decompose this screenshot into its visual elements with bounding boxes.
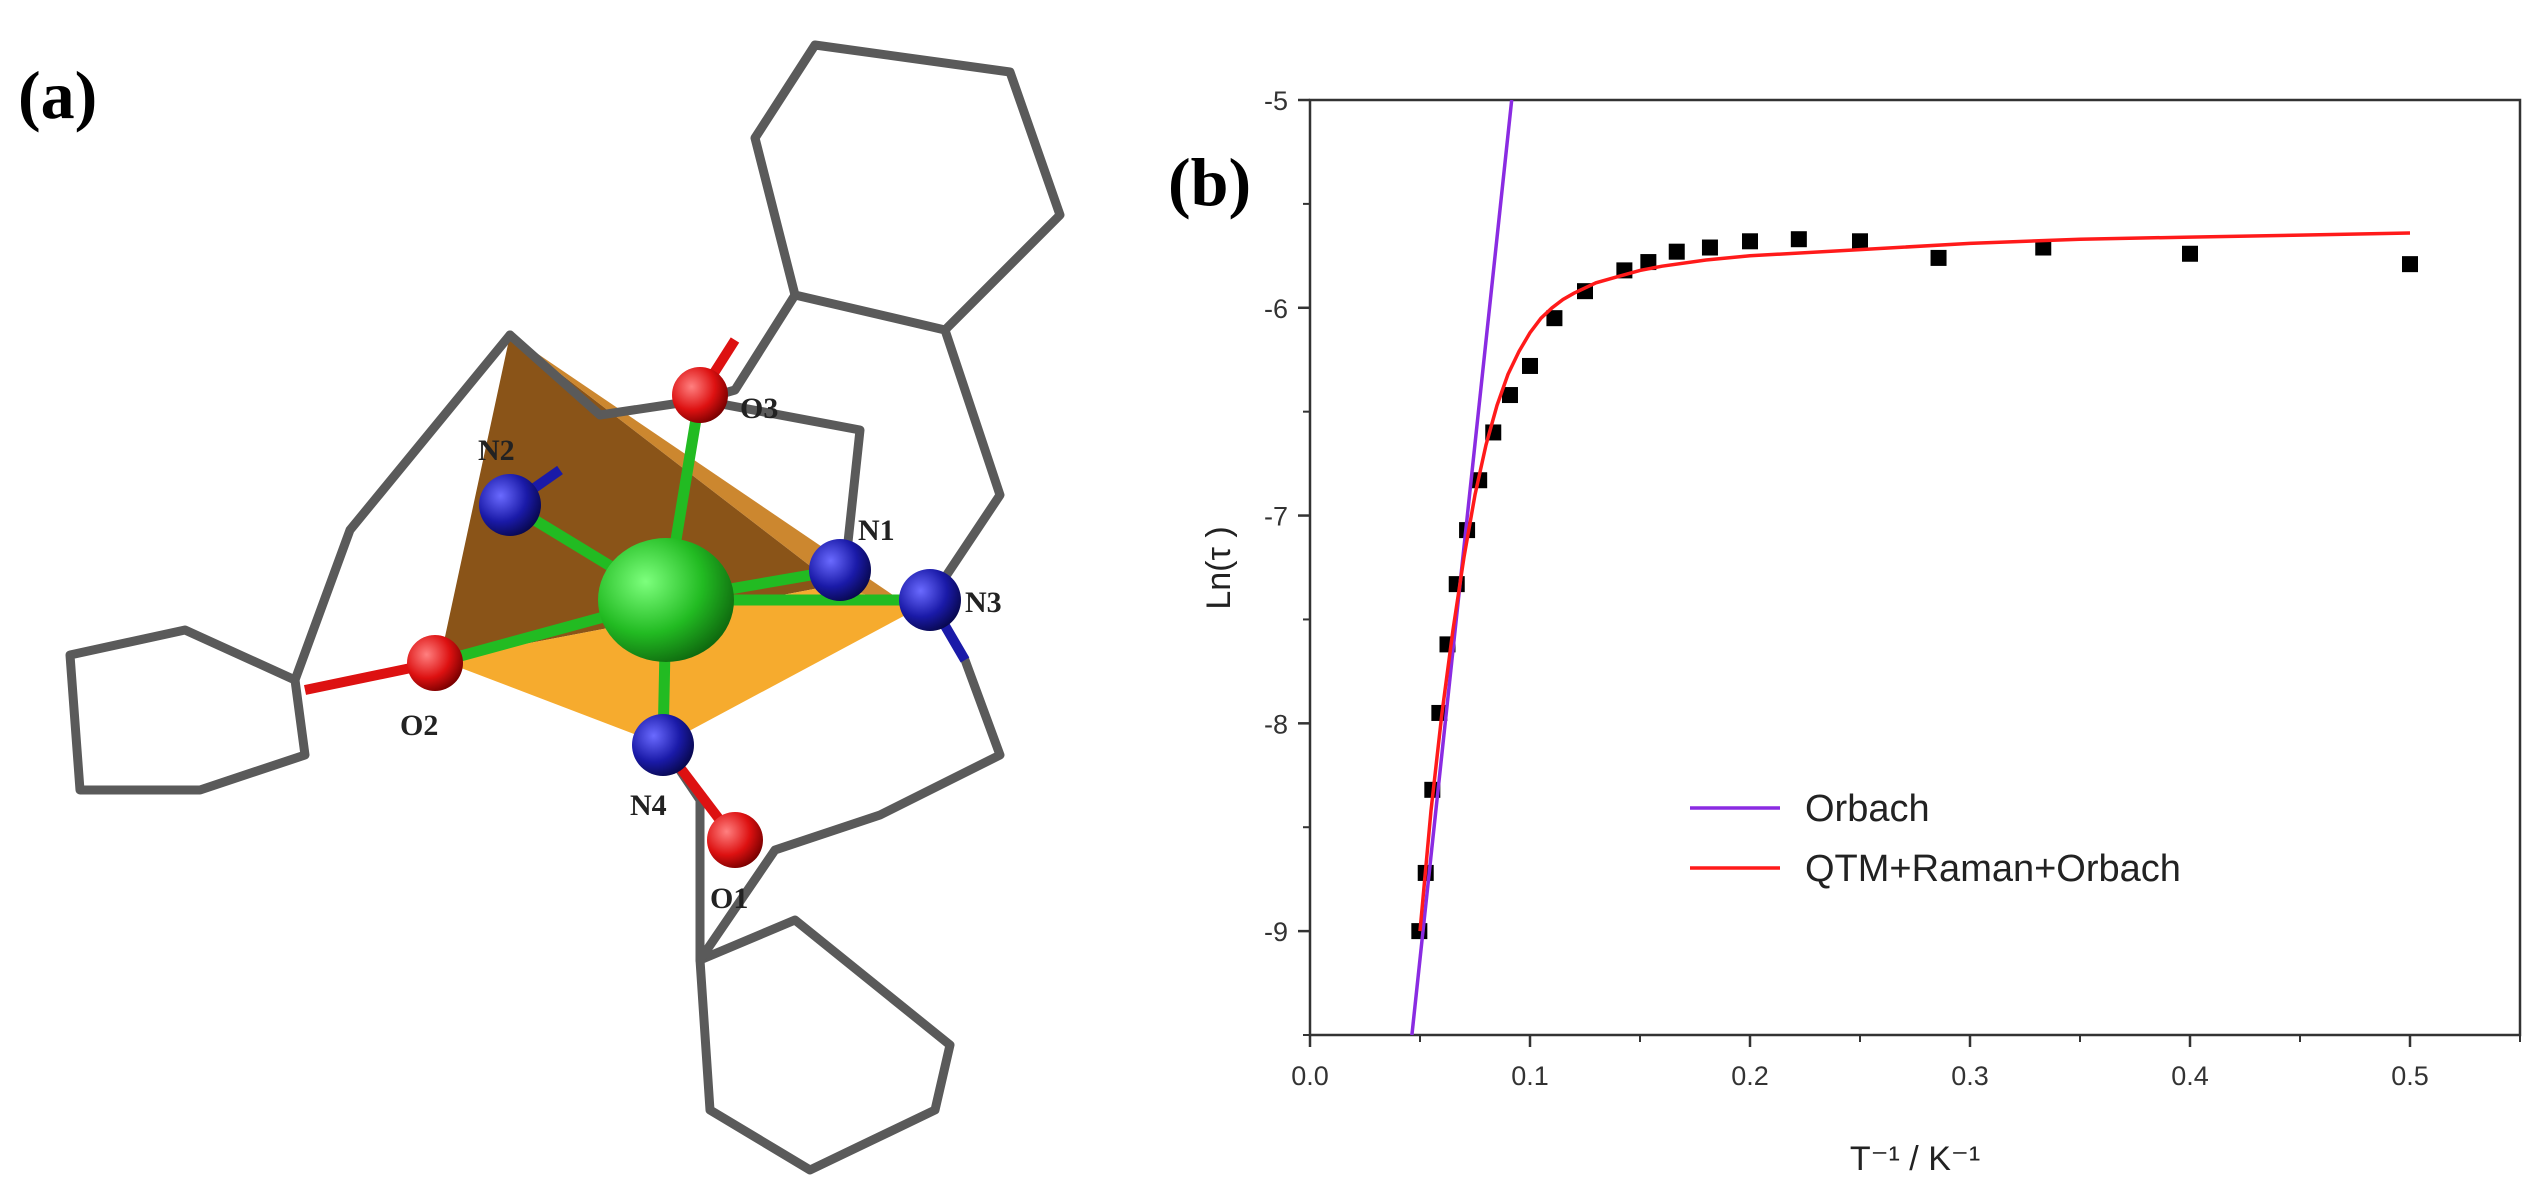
- panel-a-label: (a): [18, 57, 97, 133]
- data-point: [1930, 249, 1947, 266]
- y-tick-label: -9: [1264, 917, 1288, 947]
- x-axis-title: T⁻¹ / K⁻¹: [1850, 1140, 1980, 1178]
- data-point: [1522, 357, 1538, 374]
- data-point: [1790, 231, 1807, 248]
- x-tick-label: 0.3: [1951, 1061, 1989, 1091]
- data-point: [2402, 256, 2418, 273]
- data-point: [2035, 239, 2052, 256]
- ring-bottom: [695, 915, 955, 1175]
- metal-atom: [598, 538, 734, 662]
- label-n2: N2: [478, 434, 515, 467]
- x-tick-label: 0.0: [1291, 1061, 1329, 1091]
- molecular-structure: N2 N1 N3 N4 O3 O2 O1: [65, 40, 1065, 1175]
- atom-o1: [707, 812, 763, 868]
- data-point: [1640, 254, 1657, 271]
- x-tick-label: 0.2: [1731, 1061, 1769, 1091]
- chain-1: [925, 325, 1005, 605]
- polyhedron-side-face: [510, 335, 915, 610]
- atom-n3: [899, 569, 961, 631]
- data-point: [1742, 233, 1758, 250]
- x-tick-label: 0.5: [2391, 1061, 2429, 1091]
- series-line-qtm-raman-orbach: [1418, 231, 2411, 932]
- y-axis-title: Ln(τ ): [1200, 526, 1238, 609]
- polyhedron-front-face: [440, 585, 915, 745]
- label-n1: N1: [858, 514, 895, 547]
- polyhedron-back-face: [440, 335, 835, 660]
- axis-ticks: [1298, 98, 2521, 1047]
- data-point: [1501, 387, 1518, 404]
- atom-n4: [632, 714, 694, 776]
- legend-label-orbach: Orbach: [1805, 788, 1930, 830]
- chain-4: [290, 330, 515, 685]
- x-tick-labels: 0.0 0.1 0.2 0.3 0.4 0.5: [1291, 1061, 2429, 1091]
- atom-o3: [672, 367, 728, 423]
- data-point: [2182, 245, 2198, 262]
- y-tick-labels: -5 -6 -7 -8 -9: [1264, 86, 1288, 947]
- label-o2: O2: [400, 709, 438, 742]
- plot-frame: [1308, 98, 2522, 1037]
- atom-o2: [407, 635, 463, 691]
- data-point: [1546, 310, 1563, 327]
- data-point: [1701, 239, 1718, 256]
- data-point: [1668, 243, 1685, 260]
- legend: Orbach QTM+Raman+Orbach: [1690, 788, 2181, 890]
- x-tick-label: 0.4: [2171, 1061, 2209, 1091]
- y-tick-label: -8: [1264, 709, 1288, 739]
- panel-b-label: (b): [1168, 144, 1251, 220]
- ring-top: [750, 40, 1065, 335]
- data-point: [1852, 233, 1868, 250]
- x-tick-label: 0.1: [1511, 1061, 1549, 1091]
- label-n4: N4: [630, 789, 667, 822]
- atom-n2: [479, 474, 541, 536]
- atom-n1: [809, 539, 871, 601]
- arrhenius-chart: 0.0 0.1 0.2 0.3 0.4 0.5 -5-6-7-8-9 T⁻¹ / K⁻¹ …: [1200, 86, 2522, 1178]
- y-tick-label: -6: [1264, 294, 1288, 324]
- y-tick-label: -7: [1264, 502, 1288, 532]
- ring-left: [65, 625, 310, 795]
- label-o1: O1: [710, 882, 748, 915]
- y-tick-label: -5: [1264, 86, 1288, 116]
- chart-series: [1410, 100, 2418, 1035]
- label-o3: O3: [740, 392, 778, 425]
- label-n3: N3: [965, 586, 1002, 619]
- legend-label-qtm: QTM+Raman+Orbach: [1805, 848, 2181, 890]
